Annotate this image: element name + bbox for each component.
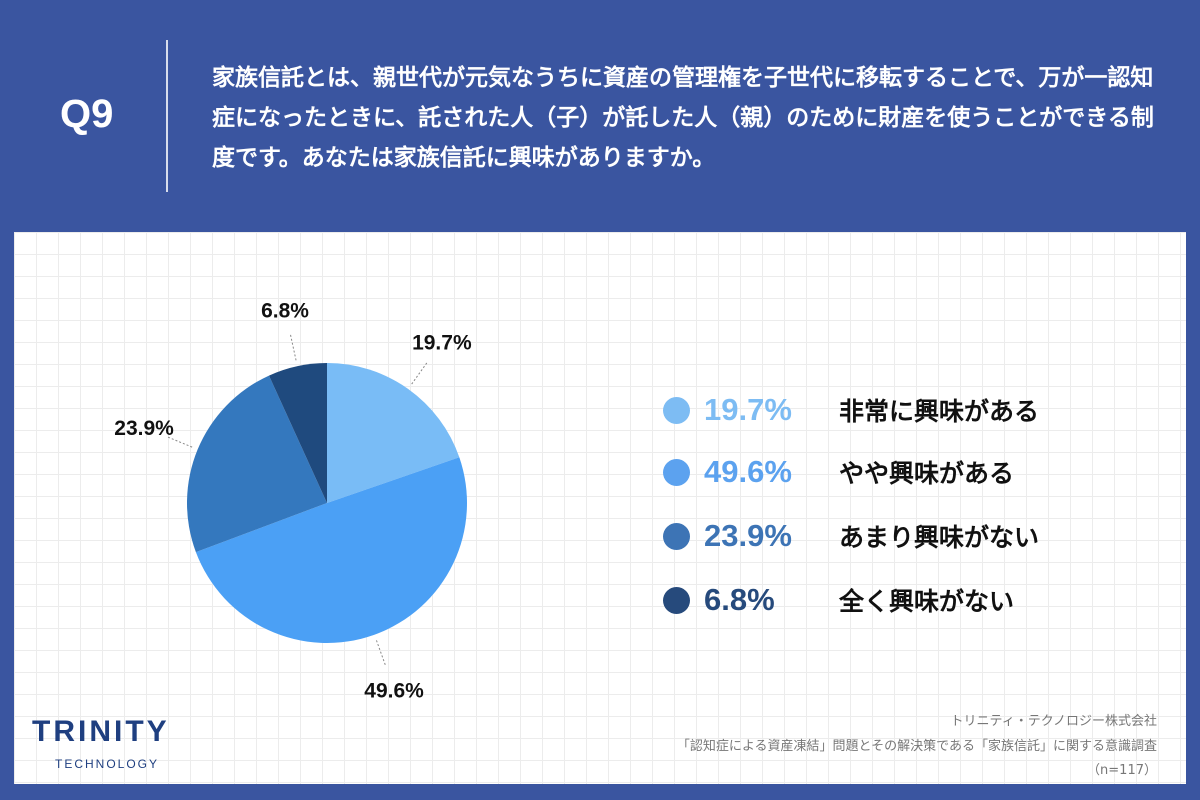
logo: TRINITY bbox=[32, 715, 170, 748]
legend-dot bbox=[663, 396, 690, 424]
data-label: 23.9% bbox=[114, 417, 174, 440]
legend-percent: 49.6% bbox=[704, 454, 792, 489]
legend-label: 非常に興味がある bbox=[839, 397, 1040, 426]
legend-item: 6.8% 全く興味がない bbox=[650, 580, 1014, 620]
legend-percent: 23.9% bbox=[704, 518, 792, 553]
survey-title: 「認知症による資産凍結」問題とその解決策である「家族信託」に関する意識調査 bbox=[676, 739, 1157, 754]
legend-item: 23.9% あまり興味がない bbox=[650, 516, 1039, 556]
legend-label: あまり興味がない bbox=[839, 523, 1040, 552]
data-label: 49.6% bbox=[364, 679, 424, 702]
sample-size: （n=117） bbox=[1087, 763, 1157, 778]
legend-label: 全く興味がない bbox=[839, 587, 1015, 616]
question-text: 家族信託とは、親世代が元気なうちに資産の管理権を子世代に移転することで、万が一認… bbox=[212, 65, 1154, 171]
legend-percent: 19.7% bbox=[704, 392, 792, 427]
question-number: Q9 bbox=[60, 92, 114, 136]
legend-item: 49.6% やや興味がある bbox=[650, 452, 1014, 492]
logo-subtitle: TECHNOLOGY bbox=[55, 757, 160, 771]
legend-dot bbox=[663, 458, 690, 486]
data-label: 6.8% bbox=[261, 300, 309, 323]
legend-label: やや興味がある bbox=[839, 459, 1015, 488]
pie-slice bbox=[195, 457, 468, 644]
legend-percent: 6.8% bbox=[704, 582, 775, 617]
legend-dot bbox=[663, 522, 690, 550]
leader-line bbox=[290, 334, 297, 361]
legend-dot bbox=[663, 586, 690, 614]
pie-slice bbox=[268, 363, 327, 503]
pie-slice bbox=[327, 363, 460, 503]
data-label: 19.7% bbox=[412, 332, 472, 355]
leader-line bbox=[375, 640, 386, 666]
leader-line bbox=[411, 362, 428, 385]
legend-item: 19.7% 非常に興味がある bbox=[650, 390, 1039, 430]
pie-slice bbox=[187, 375, 327, 553]
company-name: トリニティ・テクノロジー株式会社 bbox=[950, 714, 1157, 729]
divider bbox=[166, 40, 168, 192]
leader-line bbox=[167, 436, 193, 448]
